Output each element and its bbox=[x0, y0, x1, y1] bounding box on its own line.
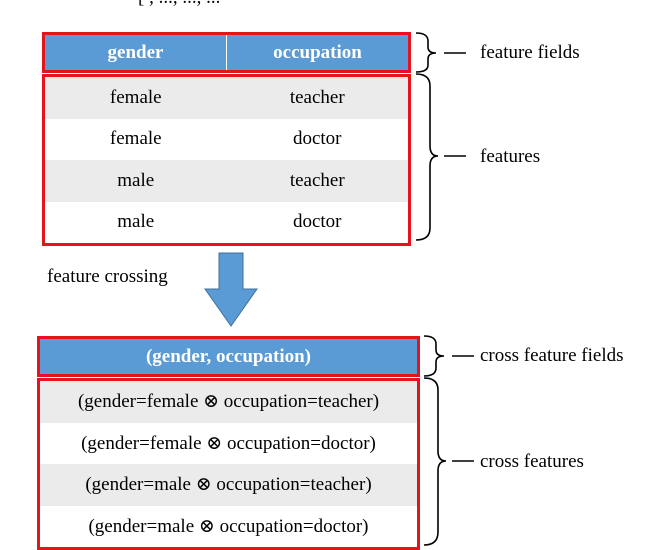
brace-features bbox=[415, 73, 439, 241]
cell-occupation: doctor bbox=[292, 128, 342, 150]
cell-gender: female bbox=[109, 86, 162, 108]
feature-table: gender occupation female teacher female … bbox=[42, 32, 411, 246]
cell-gender: female bbox=[109, 128, 162, 150]
feature-fields-header: gender occupation bbox=[42, 32, 411, 73]
cross-feature-fields-label: cross feature fields bbox=[480, 345, 624, 366]
cell-occupation: teacher bbox=[289, 169, 345, 191]
down-arrow-icon bbox=[204, 252, 258, 327]
table-row: (gender=male ⊗ occupation=doctor) bbox=[40, 506, 417, 548]
cross-feature-cell: (gender=male ⊗ occupation=teacher) bbox=[85, 474, 372, 496]
cross-feature-table: (gender, occupation) (gender=female ⊗ oc… bbox=[37, 336, 420, 550]
header-gender: gender bbox=[107, 41, 164, 63]
cross-feature-cell: (gender=female ⊗ occupation=teacher) bbox=[77, 391, 380, 413]
header-gender-occupation: (gender, occupation) bbox=[145, 345, 312, 367]
table-row: (gender=male ⊗ occupation=teacher) bbox=[40, 464, 417, 506]
cross-features-body: (gender=female ⊗ occupation=teacher) (ge… bbox=[37, 378, 420, 550]
feature-fields-label: feature fields bbox=[480, 42, 580, 63]
cross-feature-cell: (gender=male ⊗ occupation=doctor) bbox=[88, 515, 369, 537]
cell-gender: male bbox=[117, 211, 155, 233]
clipped-top-text: [ , ..., ..., ... bbox=[138, 0, 478, 7]
table-row: (gender=female ⊗ occupation=doctor) bbox=[40, 423, 417, 465]
table-row: male doctor bbox=[45, 202, 408, 244]
table-row: female doctor bbox=[45, 119, 408, 161]
table-row: male teacher bbox=[45, 160, 408, 202]
cell-occupation: teacher bbox=[289, 86, 345, 108]
table-row: (gender=female ⊗ occupation=teacher) bbox=[40, 381, 417, 423]
cross-feature-fields-header: (gender, occupation) bbox=[37, 336, 420, 377]
feature-crossing-label: feature crossing bbox=[47, 266, 168, 287]
brace-cross-features bbox=[423, 377, 447, 546]
cross-features-label: cross features bbox=[480, 451, 584, 472]
header-occupation: occupation bbox=[226, 35, 408, 70]
cell-occupation: doctor bbox=[292, 211, 342, 233]
cross-feature-cell: (gender=female ⊗ occupation=doctor) bbox=[81, 432, 376, 454]
cell-gender: male bbox=[117, 169, 155, 191]
brace-feature-fields bbox=[415, 32, 437, 73]
features-label: features bbox=[480, 146, 541, 167]
table-row: female teacher bbox=[45, 77, 408, 119]
brace-cross-feature-fields bbox=[423, 335, 445, 377]
features-body: female teacher female doctor male teache… bbox=[42, 74, 411, 246]
